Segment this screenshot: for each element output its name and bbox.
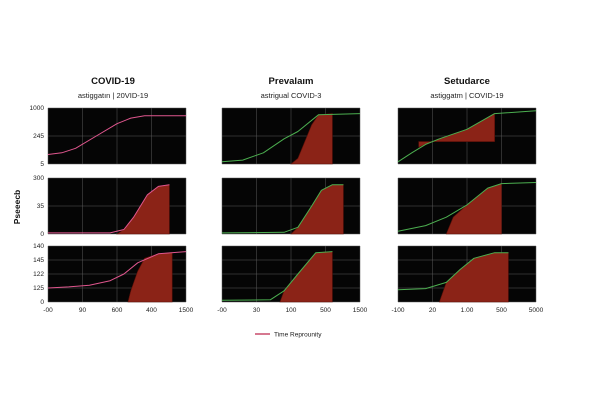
series-line [397, 252, 509, 291]
y-tick-label: 0 [40, 231, 44, 238]
y-tick-label: 1000 [30, 105, 45, 112]
x-tick-label: -100 [391, 307, 404, 314]
series-line [48, 184, 170, 234]
y-axis-label: Pseeecb [12, 190, 22, 225]
y-tick-label: 0 [40, 299, 44, 306]
x-tick-label: 500 [496, 307, 507, 314]
y-tick-label: 300 [33, 175, 44, 182]
series-line [221, 251, 333, 301]
y-tick-label: 5 [40, 161, 44, 168]
x-tick-label: 90 [79, 307, 87, 314]
panel-r1-c2 [221, 107, 361, 165]
column-title-2: Prevalaım [269, 76, 314, 87]
panel-r1-c1: 1000 245 5 [30, 105, 187, 168]
x-tick-label: 400 [146, 307, 157, 314]
panel-r3-c1: 140 145 122 125 0-00 90 600 400 1500 [33, 243, 193, 314]
series-line [397, 182, 537, 232]
legend-label: Time Reprounity [274, 332, 322, 339]
series-line [397, 110, 537, 163]
column-title-3: Setudarce [444, 76, 490, 87]
x-tick-label: -00 [217, 307, 227, 314]
column-title-1: COVID-19 [91, 76, 135, 87]
y-tick-label: 140 [33, 243, 44, 250]
x-tick-label: 30 [253, 307, 261, 314]
x-tick-label: 600 [112, 307, 123, 314]
x-tick-label: 500 [320, 307, 331, 314]
panel-r2-c1: 300 35 0 [33, 175, 187, 238]
x-tick-label: 1500 [179, 307, 194, 314]
y-tick-label: 125 [33, 285, 44, 292]
x-tick-label: 20 [429, 307, 437, 314]
panel-r2-c3 [397, 177, 537, 235]
x-tick-label: 5000 [529, 307, 544, 314]
series-line [47, 251, 187, 289]
x-tick-label: 100 [286, 307, 297, 314]
column-subtitle-1: astiggatın | 20VID-19 [78, 91, 148, 100]
x-tick-label: 1500 [353, 307, 368, 314]
x-tick-label: 1.00 [461, 307, 474, 314]
panel-r3-c3: -100 20 1.00 500 5000 [391, 245, 544, 314]
series-line [221, 113, 361, 163]
column-subtitle-3: astiggatm | COVID-19 [430, 91, 503, 100]
y-tick-label: 245 [33, 133, 44, 140]
series-line [221, 184, 344, 234]
series-line [47, 115, 186, 155]
panel-r1-c3 [397, 107, 537, 165]
shaded-area [290, 113, 333, 165]
panel-r3-c2: -00 30 100 500 1500 [217, 245, 368, 314]
column-subtitle-2: astrigual COVID-3 [261, 91, 322, 100]
shaded-area [127, 252, 173, 303]
x-tick-label: -00 [43, 307, 53, 314]
y-tick-label: 145 [33, 257, 44, 264]
y-tick-label: 122 [33, 271, 44, 278]
y-tick-label: 35 [37, 203, 45, 210]
panel-r2-c2 [221, 177, 361, 235]
